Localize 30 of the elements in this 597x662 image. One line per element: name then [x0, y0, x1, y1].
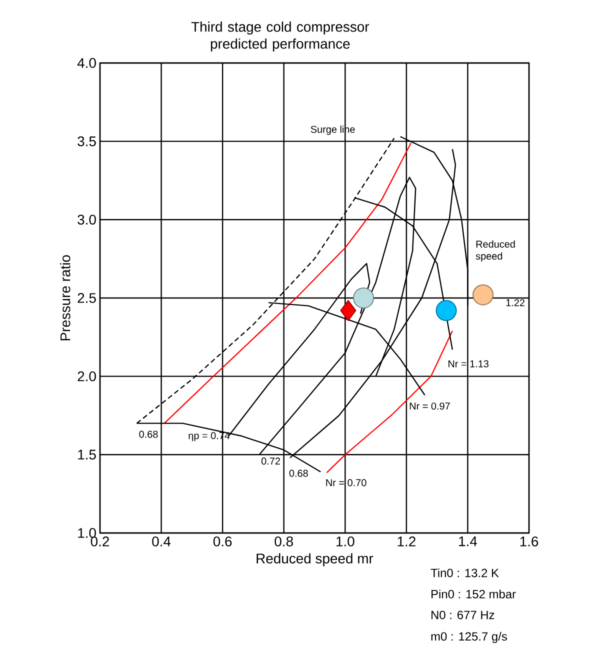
- x-tick-label: 0.4: [152, 536, 171, 546]
- annotation: 0.68: [289, 470, 308, 477]
- x-tick-label: 1.4: [459, 536, 477, 546]
- text: m0 : 125.7 g/s: [431, 632, 507, 644]
- text: Tin0 : 13.2 K: [430, 568, 499, 578]
- annotation: 1.22: [506, 299, 525, 306]
- x-tick-label: 1.2: [398, 536, 416, 546]
- y-tick-label: 4.0: [77, 58, 96, 68]
- annotation: 0.68: [139, 430, 158, 438]
- y-tick-label: 2.5: [78, 293, 96, 303]
- annotation: 0.72: [261, 458, 280, 465]
- y-tick-label: 3.5: [78, 136, 96, 146]
- x-tick-label: 1.0: [336, 536, 354, 546]
- annotation: Nr = 0.70: [326, 479, 366, 486]
- text: Pin0 : 152 mbar: [432, 590, 516, 598]
- y-axis-title: Pressure ratio: [60, 255, 70, 340]
- x-tick-label: 0.6: [213, 536, 232, 546]
- text: N0 : 677 Hz: [432, 610, 494, 620]
- y-tick-label: 2.0: [78, 371, 96, 382]
- x-tick-label: 0.8: [274, 536, 293, 546]
- chart-title: Third stage cold compressor predicted performance: [191, 22, 370, 52]
- annotation: Nr = 0.97: [410, 402, 450, 410]
- y-tick-label: 3.0: [78, 214, 96, 225]
- x-tick-label: 0.2: [90, 536, 109, 546]
- annotation: Reduced speed: [476, 240, 515, 262]
- annotation: Nr = 1.13: [448, 360, 489, 368]
- x-tick-label: 1.6: [520, 536, 538, 546]
- x-axis-title: Reduced speed mr: [256, 553, 374, 566]
- y-tick-label: 1.0: [78, 528, 96, 538]
- y-tick-label: 1.5: [78, 450, 96, 460]
